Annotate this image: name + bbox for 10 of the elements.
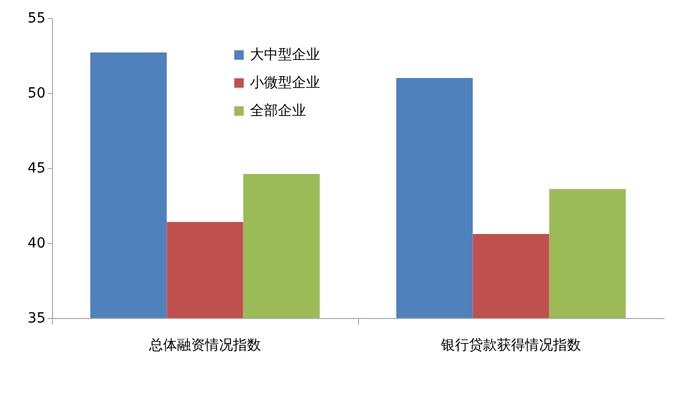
y-tick-label: 40	[28, 236, 46, 252]
legend-label: 大中型企业	[250, 47, 320, 63]
y-tick-label: 45	[28, 160, 46, 176]
legend-label: 全部企业	[250, 103, 306, 119]
y-tick-label: 50	[28, 86, 46, 102]
x-tick-label: 银行贷款获得情况指数	[440, 338, 581, 354]
x-tick-label: 总体融资情况指数	[148, 338, 261, 354]
y-tick-label: 55	[28, 10, 46, 26]
legend-label: 小微型企业	[250, 75, 320, 91]
y-tick-label: 35	[28, 310, 46, 326]
